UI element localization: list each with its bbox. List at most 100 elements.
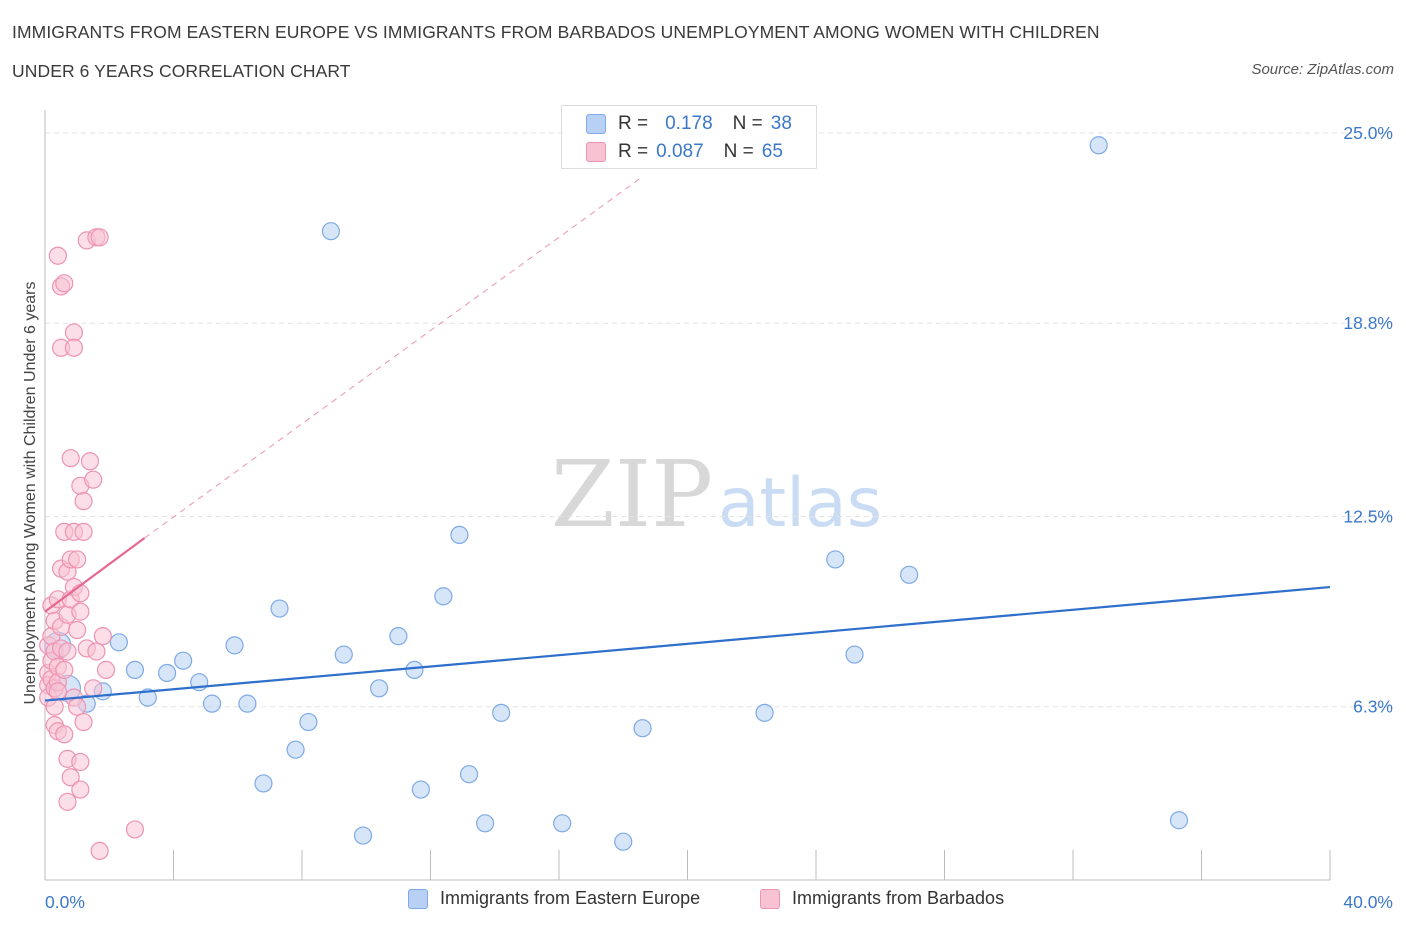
y-tick-label: 18.8%: [1343, 313, 1393, 333]
point-eastern-europe: [334, 645, 353, 664]
chart-title-line-2: UNDER 6 YEARS CORRELATION CHART: [12, 61, 351, 81]
point-barbados: [90, 228, 109, 247]
point-barbados: [55, 660, 74, 680]
legend-label: Immigrants from Barbados: [792, 888, 1005, 908]
r-value: 0.178: [665, 113, 713, 134]
point-barbados: [71, 602, 90, 621]
data-points: [39, 136, 1189, 861]
n-label: N =: [723, 141, 754, 162]
r-label: R =: [618, 141, 649, 162]
point-eastern-europe: [238, 694, 257, 713]
gridlines: [45, 132, 1390, 708]
point-barbados: [68, 550, 87, 569]
point-eastern-europe: [459, 765, 479, 784]
point-eastern-europe: [1089, 136, 1108, 155]
point-eastern-europe: [434, 587, 453, 606]
point-barbados: [55, 725, 74, 744]
point-barbados: [55, 274, 74, 293]
point-eastern-europe: [553, 814, 572, 833]
point-barbados: [71, 780, 90, 799]
point-eastern-europe: [225, 636, 244, 655]
trend-line-barbados: [44, 537, 146, 613]
point-eastern-europe: [270, 599, 289, 618]
point-barbados: [74, 492, 93, 511]
trend-extension-barbados: [144, 178, 640, 539]
legend-label: Immigrants from Eastern Europe: [440, 888, 701, 908]
point-eastern-europe: [286, 740, 305, 759]
point-barbados: [64, 323, 84, 342]
point-eastern-europe: [614, 832, 633, 851]
trend-lines: [44, 178, 1331, 702]
point-barbados: [84, 470, 103, 489]
point-barbados: [90, 841, 109, 861]
point-barbados: [71, 584, 90, 603]
point-barbados: [84, 679, 103, 698]
point-barbados: [58, 642, 77, 661]
point-barbados: [96, 660, 116, 680]
point-eastern-europe: [1169, 811, 1189, 830]
point-eastern-europe: [157, 663, 177, 683]
watermark-atlas: atlas: [718, 464, 882, 543]
watermark-zip: ZIP: [551, 441, 713, 548]
point-eastern-europe: [174, 651, 193, 670]
point-eastern-europe: [826, 550, 845, 569]
n-value: 38: [770, 113, 792, 134]
point-eastern-europe: [476, 814, 495, 833]
watermark: ZIP atlas: [551, 441, 882, 548]
point-eastern-europe: [450, 525, 469, 545]
point-barbados: [74, 712, 93, 732]
point-eastern-europe: [299, 712, 318, 732]
stats-legend: R = 0.178 N = 38 R = 0.087 N = 65: [561, 105, 817, 169]
chart-title-line-1: IMMIGRANTS FROM EASTERN EUROPE VS IMMIGR…: [12, 22, 1100, 42]
point-barbados: [48, 246, 67, 265]
point-eastern-europe: [492, 703, 511, 722]
legend-item-barbados[interactable]: Immigrants from Barbados: [760, 888, 1004, 909]
pink-swatch: [760, 888, 780, 909]
point-barbados: [87, 642, 106, 661]
point-barbados: [125, 820, 145, 839]
y-tick-label: 25.0%: [1343, 123, 1393, 143]
source-credit: Source: ZipAtlas.com: [1251, 61, 1394, 78]
point-eastern-europe: [370, 679, 389, 698]
blue-swatch: [408, 888, 428, 909]
point-barbados: [74, 522, 93, 541]
point-barbados: [93, 627, 112, 646]
point-eastern-europe: [633, 719, 652, 738]
point-barbados: [68, 620, 87, 640]
point-barbados: [58, 792, 77, 811]
point-barbados: [80, 452, 100, 471]
point-barbados: [61, 768, 80, 787]
x-tick-label-min: 0.0%: [45, 892, 85, 912]
tick-labels: 6.3% 12.5% 18.8% 25.0% 0.0% 40.0%: [45, 123, 1393, 912]
stats-row-barbados: R = 0.087 N = 65: [586, 140, 783, 164]
legend-item-eastern-europe[interactable]: Immigrants from Eastern Europe: [408, 888, 700, 909]
point-eastern-europe: [900, 565, 919, 584]
point-barbados: [64, 338, 84, 357]
point-barbados: [48, 682, 67, 701]
axes: [44, 110, 1331, 881]
x-tick-label-max: 40.0%: [1343, 892, 1393, 912]
n-value: 65: [761, 141, 783, 162]
r-value: 0.087: [656, 141, 704, 162]
point-eastern-europe: [138, 688, 157, 707]
point-barbados: [61, 449, 80, 468]
point-eastern-europe: [109, 633, 128, 652]
point-barbados: [68, 697, 87, 716]
point-barbados: [71, 752, 90, 772]
point-eastern-europe: [254, 774, 273, 793]
n-label: N =: [732, 113, 763, 134]
point-eastern-europe: [202, 694, 222, 713]
y-tick-label: 6.3%: [1353, 697, 1393, 717]
point-eastern-europe: [411, 780, 430, 799]
point-eastern-europe: [321, 222, 341, 241]
trend-line-eastern-europe: [44, 585, 1331, 702]
blue-swatch: [586, 114, 606, 134]
point-eastern-europe: [845, 645, 864, 664]
pink-swatch: [586, 142, 606, 162]
r-label: R =: [618, 113, 649, 134]
point-eastern-europe: [405, 660, 424, 680]
stats-row-eastern-europe: R = 0.178 N = 38: [586, 112, 792, 136]
point-eastern-europe: [389, 627, 408, 646]
point-eastern-europe: [125, 660, 145, 680]
